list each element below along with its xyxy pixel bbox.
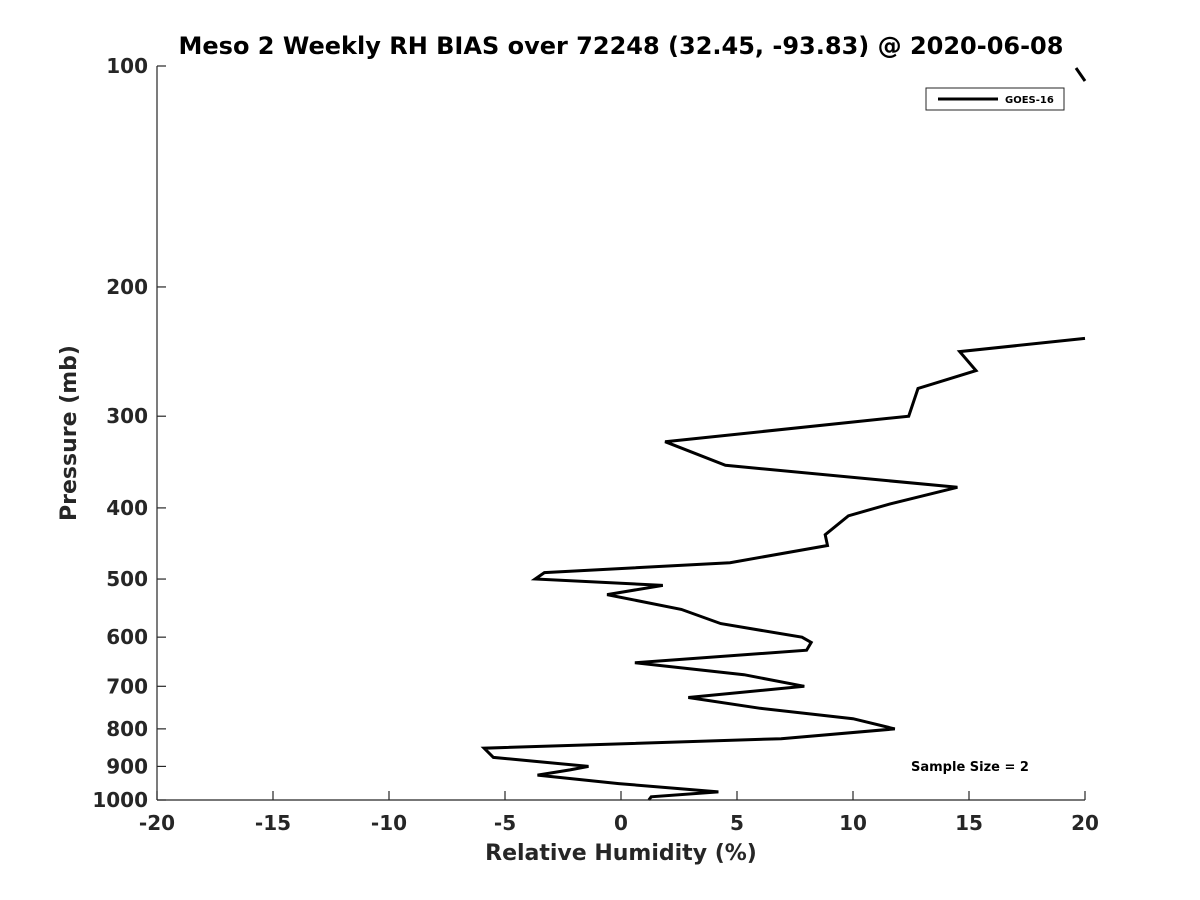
- y-tick-label: 100: [106, 54, 148, 78]
- y-tick-label: 1000: [92, 788, 148, 812]
- chart-title: Meso 2 Weekly RH BIAS over 72248 (32.45,…: [179, 32, 1064, 60]
- y-tick-label: 500: [106, 567, 148, 591]
- series-line-goes-16: [480, 336, 1086, 801]
- x-tick-label: 20: [1071, 811, 1099, 835]
- legend-label-goes-16: GOES-16: [1005, 95, 1054, 106]
- y-tick-label: 700: [106, 674, 148, 698]
- x-axis-ticks: -20 -15 -10 -5 0 5 10 15 20: [139, 791, 1099, 835]
- series-line-offscale-segment: [1074, 67, 1087, 82]
- y-tick-label: 400: [106, 496, 148, 520]
- plot-area: -20 -15 -10 -5 0 5 10 15 20 100 200 300 400 500 600 70…: [92, 54, 1099, 835]
- y-axis-ticks: 100 200 300 400 500 600 700 800 900 1000: [92, 54, 166, 812]
- x-tick-label: 5: [730, 811, 744, 835]
- x-tick-label: -5: [494, 811, 516, 835]
- x-tick-label: -20: [139, 811, 175, 835]
- y-axis-label: Pressure (mb): [57, 345, 82, 521]
- y-tick-label: 300: [106, 404, 148, 428]
- legend: GOES-16: [925, 87, 1065, 111]
- y-tick-label: 900: [106, 754, 148, 778]
- y-tick-label: 800: [106, 717, 148, 741]
- y-tick-label: 200: [106, 275, 148, 299]
- plot-background: [157, 66, 1085, 800]
- x-tick-label: -15: [255, 811, 291, 835]
- x-tick-label: 15: [955, 811, 983, 835]
- x-tick-label: -10: [371, 811, 407, 835]
- x-axis-label: Relative Humidity (%): [485, 841, 757, 866]
- sample-size-annotation: Sample Size = 2: [911, 760, 1029, 775]
- y-tick-label: 600: [106, 625, 148, 649]
- series-group: [480, 67, 1087, 801]
- x-tick-label: 10: [839, 811, 867, 835]
- x-tick-label: 0: [614, 811, 628, 835]
